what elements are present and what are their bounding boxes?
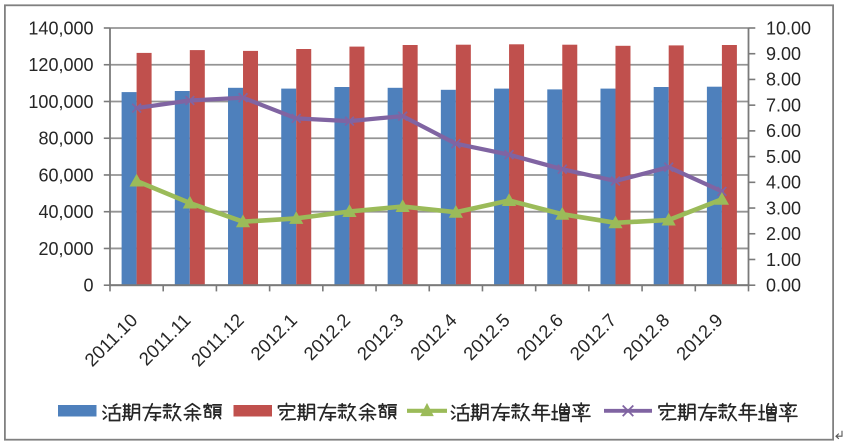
svg-text:4.00: 4.00: [766, 173, 801, 193]
svg-text:6.00: 6.00: [766, 121, 801, 141]
svg-text:20,000: 20,000: [38, 239, 93, 259]
svg-text:5.00: 5.00: [766, 147, 801, 167]
svg-text:60,000: 60,000: [38, 165, 93, 185]
svg-text:7.00: 7.00: [766, 95, 801, 115]
svg-text:40,000: 40,000: [38, 202, 93, 222]
svg-text:80,000: 80,000: [38, 129, 93, 149]
svg-text:140,000: 140,000: [28, 18, 93, 38]
svg-text:2.00: 2.00: [766, 224, 801, 244]
svg-text:9.00: 9.00: [766, 44, 801, 64]
svg-text:0.00: 0.00: [766, 276, 801, 296]
svg-text:3.00: 3.00: [766, 198, 801, 218]
svg-text:10.00: 10.00: [766, 18, 811, 38]
svg-text:0: 0: [83, 276, 93, 296]
svg-text:1.00: 1.00: [766, 250, 801, 270]
svg-text:120,000: 120,000: [28, 55, 93, 75]
svg-text:8.00: 8.00: [766, 70, 801, 90]
svg-text:100,000: 100,000: [28, 92, 93, 112]
